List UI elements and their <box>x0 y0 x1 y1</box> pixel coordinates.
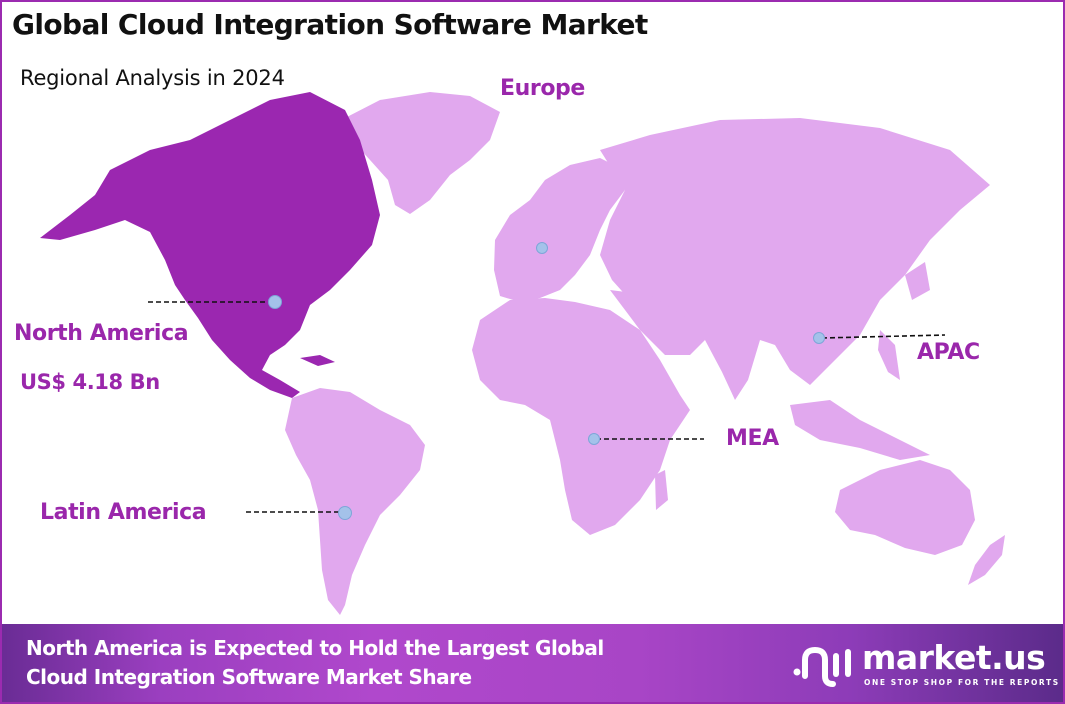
world-map <box>40 92 1005 615</box>
latin-america-marker <box>338 506 352 520</box>
region-latin-america <box>285 388 425 615</box>
logo-tagline: ONE STOP SHOP FOR THE REPORTS <box>864 678 1060 687</box>
chart-title: Global Cloud Integration Software Market <box>12 8 648 41</box>
north-america-label: North America <box>14 321 189 346</box>
footer-statement: North America is Expected to Hold the La… <box>26 634 604 692</box>
chart-subtitle: Regional Analysis in 2024 <box>20 66 285 90</box>
region-asia <box>600 118 990 400</box>
region-mea <box>472 298 690 535</box>
apac-label: APAC <box>917 340 980 365</box>
region-greenland <box>345 92 500 214</box>
region-australia <box>835 460 975 555</box>
footer-banner: North America is Expected to Hold the La… <box>2 624 1063 702</box>
region-europe <box>494 158 625 302</box>
logo-wordmark: market.us <box>862 638 1046 677</box>
north-america-value: US$ 4.18 Bn <box>20 370 160 394</box>
north-america-marker <box>268 295 282 309</box>
footer-line-2: Cloud Integration Software Market Share <box>26 665 472 689</box>
apac-connector <box>821 334 946 339</box>
footer-line-1: North America is Expected to Hold the La… <box>26 636 604 660</box>
region-north-america <box>40 92 380 398</box>
europe-marker <box>536 242 548 254</box>
apac-marker <box>813 332 825 344</box>
europe-label: Europe <box>500 76 585 101</box>
latin-america-label: Latin America <box>40 500 207 525</box>
logo-mark-icon <box>793 646 851 687</box>
market-us-logo: market.us ONE STOP SHOP FOR THE REPORTS <box>792 638 1058 690</box>
mea-marker <box>588 433 600 445</box>
mea-label: MEA <box>726 426 779 451</box>
